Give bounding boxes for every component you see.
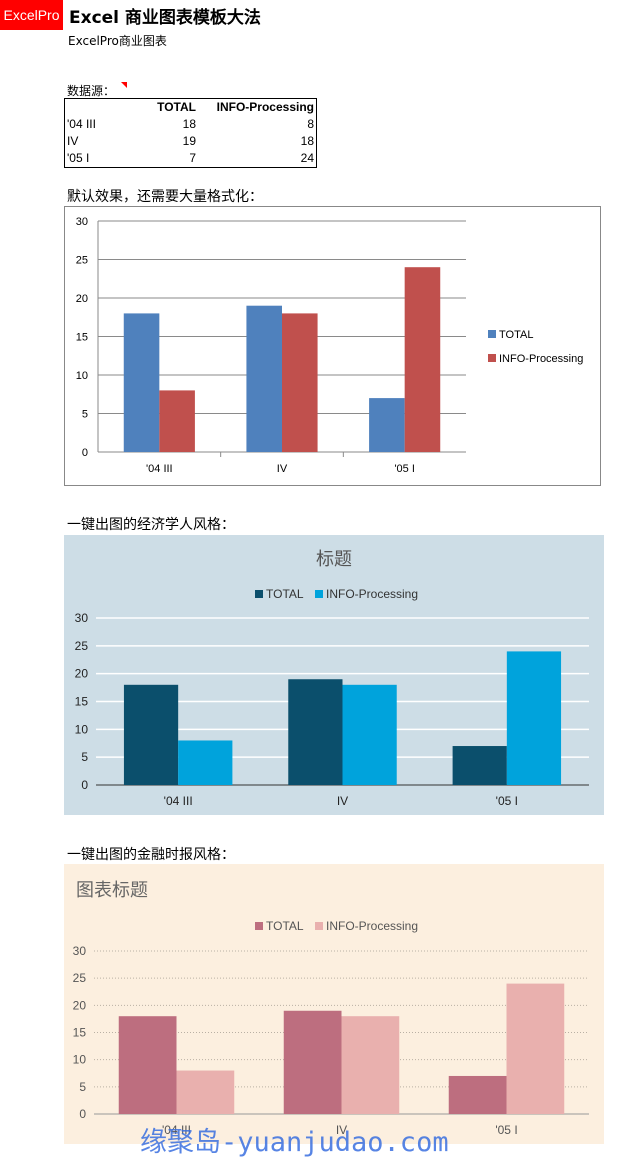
table-header-cell: INFO-Processing [216,100,314,114]
table-header-cell: TOTAL [157,100,196,114]
y-tick-label: 25 [75,639,89,653]
table-cell: '04 III [67,117,96,131]
table-header-cell [65,99,119,116]
table-cell: 18 [182,117,196,131]
economist-chart: 标题 0 5 10 15 20 25 30 '04 III IV '05 I TOTAL INFO-Pr… [64,535,604,815]
legend-label: INFO-Processing [326,587,418,601]
bar-info-processing [506,983,565,1114]
bar-total [123,684,179,785]
chart-title: 标题 [316,549,352,569]
bar-info-processing [178,740,233,785]
table-cell: 19 [182,134,196,148]
y-tick-label: 5 [82,409,88,421]
comment-indicator-icon [121,82,127,88]
excelpro-logo: ExcelPro [0,0,63,30]
data-source-table: TOTAL INFO-Processing '04 III 18 8 IV 19… [64,98,317,168]
watermark: 缘聚岛-yuanjudao.com [140,1127,449,1158]
x-tick-label: '04 III [162,1123,191,1137]
x-tick-label: '04 III [146,463,173,475]
y-tick-label: 25 [73,971,87,985]
table-row: IV 19 18 [65,133,316,150]
table-cell: '05 I [67,151,90,165]
table-header-row: TOTAL INFO-Processing [65,99,316,116]
x-tick-label: '05 I [496,794,518,808]
default-chart: 0 5 10 15 20 25 30 '04 III IV '05 I TOTAL INFO-Proc… [64,206,601,486]
x-tick-label: '05 I [394,463,414,475]
y-tick-label: 20 [76,293,88,305]
y-tick-label: 15 [75,695,89,709]
y-tick-label: 20 [75,667,89,681]
x-tick-label: IV [336,1123,347,1137]
bar-total [123,313,160,452]
y-tick-label: 5 [81,750,88,764]
legend-swatch [315,922,323,930]
legend-label: TOTAL [266,919,304,933]
y-tick-label: 5 [79,1080,86,1094]
legend-label: INFO-Processing [499,353,583,365]
table-cell: 18 [300,134,314,148]
legend-label: INFO-Processing [326,919,418,933]
y-tick-label: 10 [76,370,88,382]
y-tick-label: 25 [76,255,88,267]
y-tick-label: 15 [76,332,88,344]
y-tick-label: 15 [73,1026,87,1040]
y-tick-label: 30 [73,944,87,958]
y-tick-label: 30 [76,216,88,228]
page-subtitle: ExcelPro商业图表 [68,34,167,48]
bar-total [369,398,405,452]
bar-info-processing [282,313,318,452]
table-cell: 24 [300,151,314,165]
bar-total [246,305,282,452]
bar-total [118,1016,177,1114]
bar-info-processing [159,390,195,452]
table-row: '05 I 7 24 [65,150,316,167]
table-cell: 7 [189,151,196,165]
ft-chart: 图表标题 0 5 10 15 20 25 30 '04 III IV '05 I TOTAL INFO-… [64,864,604,1144]
page-title: Excel 商业图表模板大法 [69,8,261,28]
y-tick-label: 0 [79,1107,86,1121]
bar-info-processing [176,1070,235,1114]
x-tick-label: '04 III [164,794,193,808]
legend-swatch [488,354,496,362]
bar-info-processing [342,684,397,785]
section-ft-label: 一键出图的金融时报风格： [67,847,235,863]
data-source-label: 数据源： [67,84,116,98]
bar-total [448,1075,507,1114]
y-tick-label: 20 [73,998,87,1012]
bar-total [288,679,343,785]
x-tick-label: '05 I [495,1123,517,1137]
x-tick-label: IV [277,463,288,475]
bar-total [452,746,507,785]
table-cell: IV [67,134,79,148]
section-economist-label: 一键出图的经济学人风格： [67,517,235,533]
y-tick-label: 10 [73,1053,87,1067]
bar-total [283,1010,342,1114]
bar-info-processing [506,651,562,785]
section-default-label: 默认效果，还需要大量格式化： [67,189,263,205]
chart-title: 图表标题 [76,880,148,900]
bar-info-processing [341,1016,400,1114]
legend-label: TOTAL [266,587,304,601]
legend-swatch [315,590,323,598]
y-tick-label: 10 [75,722,89,736]
table-row: '04 III 18 8 [65,116,316,133]
y-tick-label: 0 [82,447,88,459]
legend-swatch [255,590,263,598]
x-tick-label: IV [337,794,348,808]
legend-swatch [488,330,496,338]
table-cell: 8 [307,117,314,131]
legend-label: TOTAL [499,329,533,341]
y-tick-label: 0 [81,778,88,792]
y-tick-label: 30 [75,611,89,625]
bar-info-processing [404,267,441,452]
legend-swatch [255,922,263,930]
